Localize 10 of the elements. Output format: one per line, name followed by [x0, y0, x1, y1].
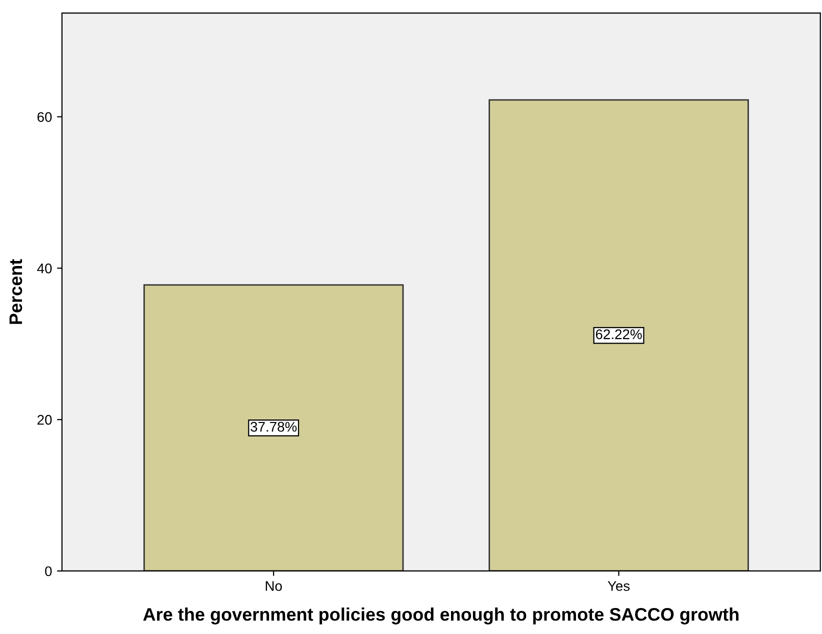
- x-tick-label: Yes: [608, 581, 630, 591]
- y-tick-label: 20: [38, 414, 52, 425]
- x-axis-title: Are the government policies good enough to promote SACCO growth: [143, 608, 738, 624]
- y-axis-title: Percent: [10, 259, 22, 324]
- y-tick-label: 40: [37, 264, 52, 274]
- data-label: 37.78%: [250, 422, 297, 432]
- y-tick-label: 60: [38, 112, 52, 122]
- data-label: 62.22%: [596, 329, 642, 340]
- y-tick-label: 0: [45, 566, 52, 576]
- x-tick-label: No: [266, 581, 282, 591]
